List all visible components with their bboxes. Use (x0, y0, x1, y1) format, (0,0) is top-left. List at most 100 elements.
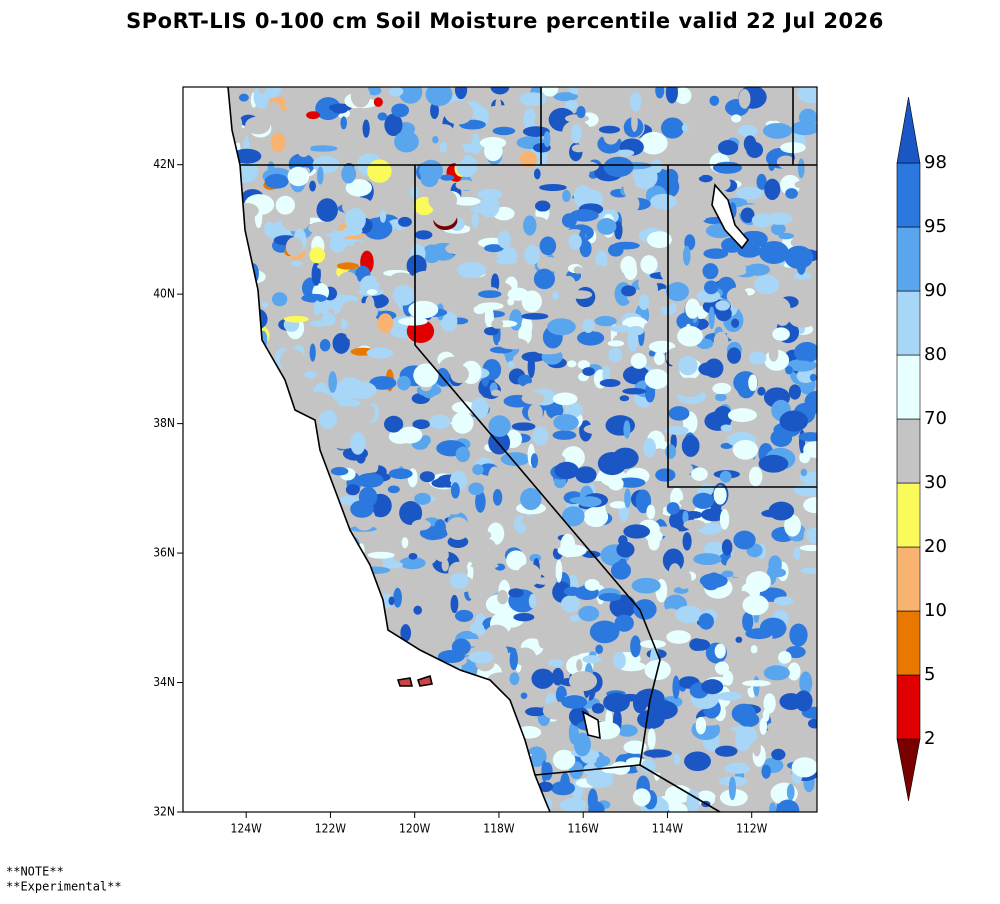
soil-moisture-patch (577, 496, 602, 508)
soil-moisture-patch (513, 613, 535, 622)
soil-moisture-patch (261, 301, 269, 309)
soil-moisture-patch (450, 594, 459, 614)
soil-moisture-patch (743, 135, 757, 153)
soil-moisture-patch (533, 168, 541, 180)
soil-moisture-patch (375, 179, 389, 201)
soil-moisture-patch (695, 790, 716, 806)
soil-moisture-patch (539, 236, 557, 256)
soil-moisture-patch (408, 553, 418, 560)
soil-moisture-patch (345, 179, 372, 197)
soil-moisture-patch (748, 374, 758, 392)
soil-moisture-patch (399, 501, 423, 525)
great-salt-lake (711, 183, 750, 250)
soil-moisture-patch (431, 478, 452, 488)
soil-moisture-patch (751, 108, 762, 128)
soil-moisture-patch (308, 221, 336, 235)
soil-moisture-patch (674, 377, 705, 398)
soil-moisture-patch (468, 651, 494, 664)
soil-moisture-patch (548, 659, 565, 667)
soil-moisture-patch (521, 515, 546, 527)
soil-moisture-patch (809, 373, 817, 382)
soil-moisture-patch (362, 119, 370, 138)
soil-moisture-patch (596, 755, 611, 767)
soil-moisture-patch (228, 93, 238, 112)
soil-moisture-patch (692, 593, 701, 602)
soil-moisture-patch (790, 236, 815, 249)
soil-moisture-patch (454, 87, 468, 100)
soil-moisture-patch (632, 788, 651, 807)
colorbar-label: 20 (924, 536, 947, 557)
soil-moisture-patch (521, 312, 549, 320)
soil-moisture-patch (441, 558, 449, 572)
soil-moisture-patch (316, 198, 338, 222)
soil-moisture-patch (319, 409, 337, 429)
soil-moisture-patch (553, 92, 578, 102)
soil-moisture-patch (412, 419, 430, 429)
soil-moisture-patch (498, 337, 528, 350)
soil-moisture-patch (470, 562, 499, 569)
soil-moisture-patch (596, 218, 617, 235)
soil-moisture-patch (528, 593, 537, 609)
soil-moisture-patch (400, 624, 412, 642)
soil-moisture-patch (394, 130, 419, 153)
soil-moisture-patch (387, 485, 400, 494)
soil-moisture-patch (483, 141, 503, 162)
soil-moisture-patch (296, 138, 311, 158)
soil-moisture-patch (721, 570, 734, 578)
soil-moisture-patch (589, 620, 620, 644)
soil-moisture-patch (497, 230, 511, 249)
soil-moisture-patch (666, 630, 691, 644)
soil-moisture-patch (316, 262, 338, 271)
x-tick-label: 116W (568, 822, 600, 836)
soil-moisture-patch (740, 207, 755, 223)
soil-moisture-patch (745, 628, 773, 640)
soil-moisture-patch (568, 233, 582, 250)
soil-moisture-patch (552, 667, 564, 686)
soil-moisture-patch (745, 263, 770, 276)
soil-moisture-patch (523, 215, 537, 236)
soil-moisture-patch (532, 426, 549, 446)
soil-moisture-patch (632, 693, 648, 714)
soil-moisture-patch (305, 391, 331, 414)
soil-moisture-patch (525, 707, 547, 717)
soil-moisture-patch (721, 539, 733, 556)
soil-moisture-patch (768, 501, 795, 521)
soil-moisture-patch (340, 300, 365, 323)
soil-moisture-patch (291, 87, 299, 97)
soil-moisture-patch (415, 572, 436, 595)
soil-moisture-patch (595, 250, 608, 269)
y-tick-label: 42N (153, 157, 175, 171)
soil-moisture-patch (682, 510, 689, 524)
colorbar-label: 30 (924, 472, 947, 493)
x-tick-label: 118W (483, 822, 515, 836)
soil-moisture-patch (704, 280, 719, 295)
soil-moisture-patch (488, 415, 511, 437)
soil-moisture-patch (751, 213, 774, 228)
soil-moisture-patch (681, 434, 700, 457)
soil-moisture-patch (724, 762, 751, 774)
soil-moisture-patch (778, 651, 792, 664)
soil-moisture-patch (511, 422, 536, 431)
soil-moisture-patch (414, 492, 432, 505)
soil-moisture-patch (648, 340, 676, 353)
x-tick-label: 120W (399, 822, 431, 836)
soil-moisture-patch (432, 135, 439, 144)
soil-moisture-patch (632, 440, 640, 449)
soil-moisture-patch (692, 492, 715, 509)
soil-moisture-patch (561, 275, 576, 293)
soil-moisture-patch (582, 318, 595, 333)
soil-moisture-patch (784, 245, 814, 270)
soil-moisture-patch (674, 138, 703, 153)
soil-moisture-patch (563, 586, 581, 597)
soil-moisture-patch (647, 231, 672, 248)
soil-moisture-patch (683, 519, 706, 530)
soil-moisture-patch (689, 638, 705, 651)
soil-moisture-patch (715, 393, 727, 402)
soil-moisture-patch (759, 717, 768, 735)
soil-moisture-patch (476, 530, 492, 541)
colorbar-box (896, 226, 921, 292)
soil-moisture-patch (567, 360, 577, 368)
soil-moisture-patch (738, 89, 751, 109)
soil-moisture-patch (562, 333, 572, 352)
soil-moisture-patch (582, 367, 595, 376)
